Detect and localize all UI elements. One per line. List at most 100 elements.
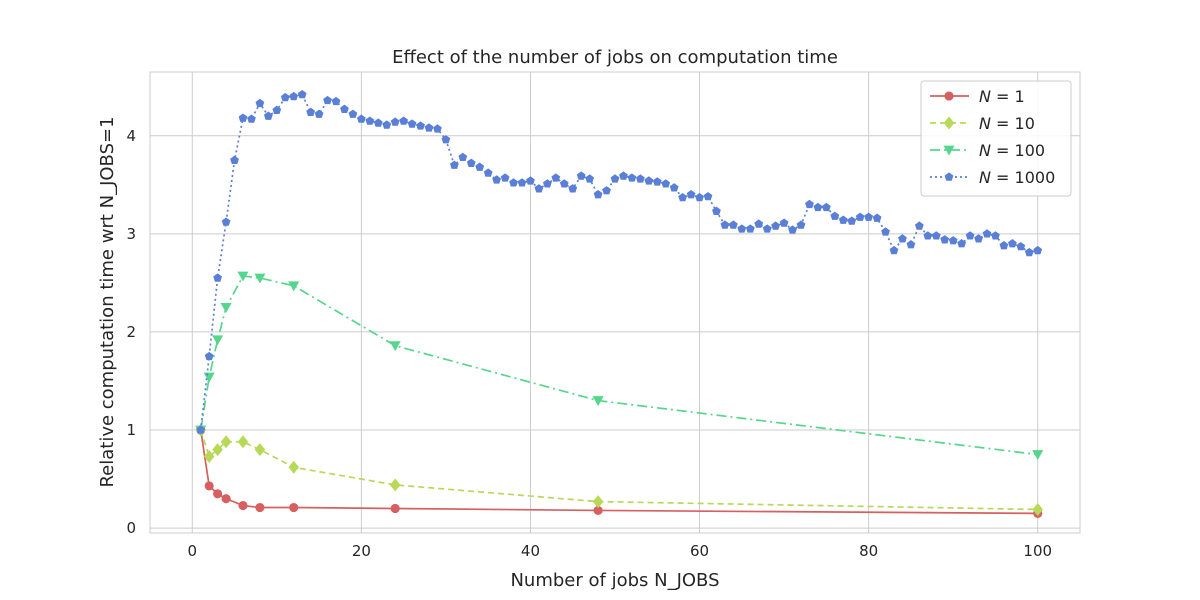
data-point xyxy=(212,443,223,457)
legend-marker xyxy=(944,91,954,101)
series-line xyxy=(199,275,1038,456)
data-point xyxy=(348,109,358,118)
x-tick-label: 100 xyxy=(1023,542,1052,560)
data-point xyxy=(881,227,890,236)
data-point xyxy=(619,171,628,180)
data-point xyxy=(914,221,924,230)
data-point xyxy=(745,224,755,233)
data-point xyxy=(982,229,992,238)
data-point xyxy=(407,119,417,128)
series-100 xyxy=(195,271,1044,461)
data-point xyxy=(289,91,299,101)
legend-marker xyxy=(943,116,955,130)
legend-eq: = xyxy=(991,114,1015,133)
data-point xyxy=(1007,239,1017,248)
data-point xyxy=(855,212,865,221)
data-point xyxy=(585,174,595,183)
data-point xyxy=(280,92,290,102)
data-point xyxy=(906,240,916,249)
legend-eq: = xyxy=(991,141,1015,160)
legend-entry: N = 100 xyxy=(979,141,1045,160)
data-point xyxy=(458,152,468,162)
data-point xyxy=(712,206,721,215)
data-point xyxy=(661,179,671,188)
data-point xyxy=(416,121,425,130)
data-point xyxy=(196,425,206,434)
data-point xyxy=(255,98,265,108)
data-point xyxy=(771,221,781,230)
data-point xyxy=(1032,450,1044,461)
data-point xyxy=(509,178,518,187)
ticks: 0 20 40 60 80 100 0 1 2 3 4 xyxy=(126,127,1052,560)
data-point xyxy=(340,104,349,113)
legend-marker xyxy=(943,145,955,156)
chart-title: Effect of the number of jobs on computat… xyxy=(392,47,838,68)
data-point xyxy=(247,114,256,123)
data-point xyxy=(254,273,266,284)
data-point xyxy=(931,231,941,240)
x-axis-label: Number of jobs N_JOBS xyxy=(510,570,719,591)
data-point xyxy=(306,107,316,116)
data-point xyxy=(805,199,814,209)
data-point xyxy=(576,171,586,180)
data-point xyxy=(255,502,265,513)
data-point xyxy=(551,173,561,182)
data-point xyxy=(373,118,383,127)
data-point xyxy=(1033,245,1043,255)
data-point xyxy=(204,481,214,491)
data-point xyxy=(238,500,248,511)
data-point xyxy=(602,186,611,195)
data-point xyxy=(627,173,637,182)
legend-val: 100 xyxy=(1015,141,1046,160)
data-point xyxy=(559,179,569,188)
data-point xyxy=(213,273,223,282)
data-point xyxy=(288,281,300,292)
data-point xyxy=(864,212,874,221)
data-point xyxy=(610,174,620,183)
data-point xyxy=(389,341,401,352)
data-point xyxy=(449,160,459,169)
data-point xyxy=(230,155,239,164)
legend-val: 1000 xyxy=(1015,168,1056,187)
data-point xyxy=(872,213,882,222)
legend-box xyxy=(920,80,1072,197)
legend-val: 1 xyxy=(1015,87,1025,106)
data-point xyxy=(669,183,679,192)
y-axis-label: Relative computation time wrt N_JOBS=1 xyxy=(97,116,118,487)
series-layer xyxy=(195,89,1044,518)
data-point xyxy=(796,220,806,229)
data-point xyxy=(526,176,535,185)
data-point xyxy=(399,116,409,125)
data-point xyxy=(592,495,604,509)
data-point xyxy=(213,489,223,499)
data-point xyxy=(788,225,797,234)
data-point xyxy=(390,503,400,514)
data-point xyxy=(754,219,764,228)
data-point xyxy=(948,236,958,245)
data-point xyxy=(974,234,983,243)
data-point xyxy=(212,335,224,346)
y-tick-label: 3 xyxy=(126,225,136,243)
data-point xyxy=(424,123,434,132)
data-point xyxy=(314,109,324,118)
x-tick-label: 40 xyxy=(521,542,540,560)
legend-var: N xyxy=(979,141,991,160)
x-tick-label: 0 xyxy=(187,542,197,560)
data-point xyxy=(500,173,510,182)
data-point xyxy=(475,162,485,171)
data-point xyxy=(779,218,789,227)
data-point xyxy=(220,302,232,313)
data-point xyxy=(1016,241,1026,251)
legend-var: N xyxy=(979,168,991,187)
series-line xyxy=(199,429,1038,515)
data-point xyxy=(644,176,654,185)
data-point xyxy=(838,215,848,224)
data-point xyxy=(466,158,476,167)
data-point xyxy=(542,179,552,188)
series-line xyxy=(199,429,1038,511)
data-point xyxy=(289,502,299,513)
data-point xyxy=(297,89,307,99)
legend-var: N xyxy=(979,114,991,133)
data-point xyxy=(703,191,713,201)
